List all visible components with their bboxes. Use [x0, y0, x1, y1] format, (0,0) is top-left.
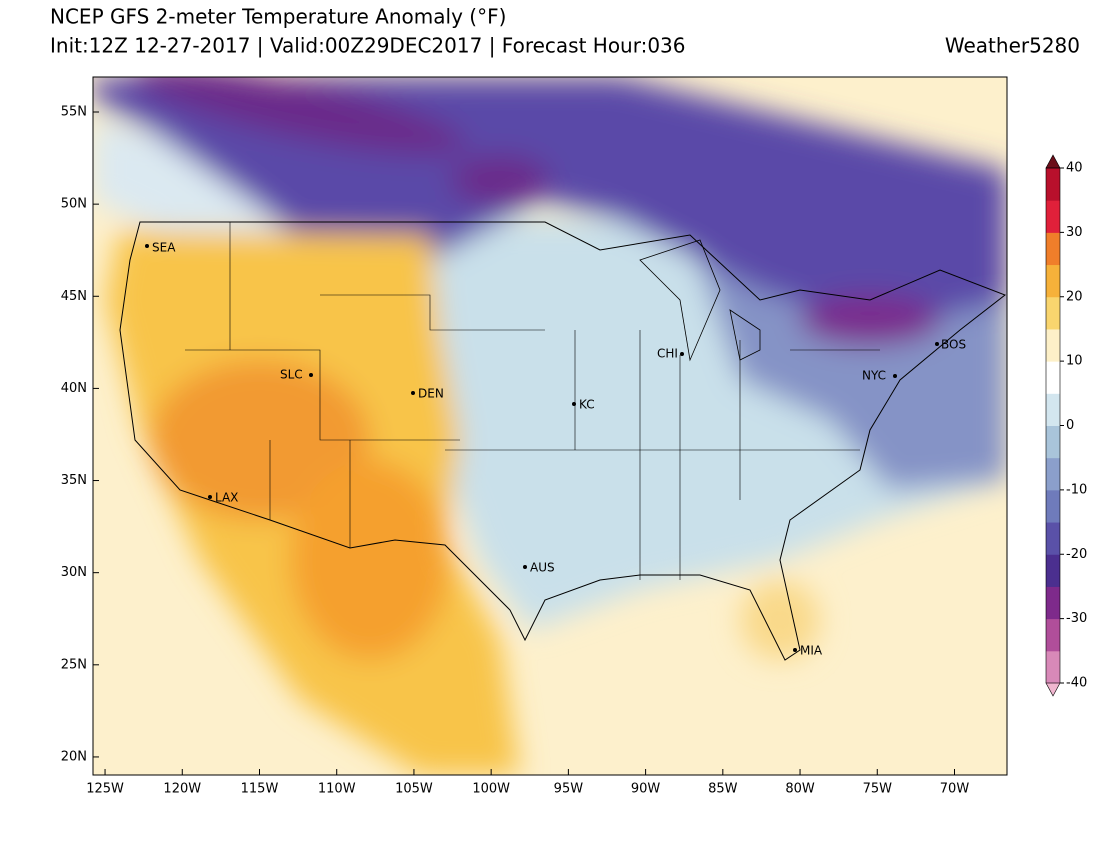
- city-dot: [935, 342, 939, 346]
- colorbar-swatch: [1046, 264, 1060, 298]
- colorbar-swatch: [1046, 361, 1060, 394]
- colorbar-swatch: [1046, 328, 1060, 362]
- x-tick-label: 110W: [318, 782, 356, 797]
- city-label: NYC: [862, 369, 886, 383]
- x-tick-label: 85W: [708, 782, 738, 797]
- colorbar-swatch: [1046, 618, 1060, 652]
- y-tick-label: 25N: [61, 657, 87, 672]
- x-tick-label: 95W: [554, 782, 584, 797]
- colorbar-swatch: [1046, 586, 1060, 620]
- colorbar-high-arrow: [1045, 154, 1061, 169]
- city-dot: [309, 373, 313, 377]
- y-tick-label: 45N: [61, 289, 87, 304]
- y-tick-label: 35N: [61, 473, 87, 488]
- city-label: LAX: [215, 491, 238, 505]
- city-dot: [523, 565, 527, 569]
- colorbar-swatch: [1046, 650, 1060, 684]
- city-dot: [680, 352, 684, 356]
- colorbar-swatch: [1046, 393, 1060, 426]
- colorbar-swatch: [1046, 296, 1060, 330]
- colorbar-tick-label: 30: [1066, 225, 1083, 240]
- colorbar-swatch: [1046, 200, 1060, 233]
- city-dot: [572, 402, 576, 406]
- y-tick-label: 30N: [61, 565, 87, 580]
- cities: SEA SLC DEN KC CHI NYC BOS LAX AUS MIA: [145, 241, 966, 658]
- axes: 125W 120W 115W 110W 105W 100W 95W 90W 85W 80W 75W 7…: [61, 105, 970, 797]
- city-label: KC: [579, 398, 595, 412]
- colorbar-swatch: [1046, 522, 1060, 555]
- title: NCEP GFS 2-meter Temperature Anomaly (°F…: [50, 5, 506, 29]
- x-tick-label: 125W: [86, 782, 124, 797]
- colorbar-swatch: [1046, 554, 1060, 587]
- colorbar-swatch: [1046, 425, 1060, 459]
- y-tick-label: 20N: [61, 749, 87, 764]
- city-label: BOS: [941, 338, 966, 352]
- colorbar-low-arrow: [1045, 682, 1061, 697]
- colorbar-swatch: [1046, 232, 1060, 266]
- x-tick-label: 70W: [940, 782, 970, 797]
- map-frame: [92, 76, 1008, 776]
- x-tick-label: 80W: [785, 782, 815, 797]
- city-dot: [793, 648, 797, 652]
- colorbar-tick-label: -10: [1066, 482, 1087, 497]
- x-tick-label: 90W: [631, 782, 661, 797]
- x-tick-label: 105W: [395, 782, 433, 797]
- x-tick-label: 115W: [241, 782, 279, 797]
- y-tick-label: 40N: [61, 381, 87, 396]
- city-label: CHI: [657, 347, 678, 361]
- city-label: SEA: [152, 241, 176, 255]
- colorbar-tick-label: 0: [1066, 418, 1074, 433]
- city-label: AUS: [530, 561, 555, 575]
- x-tick-label: 75W: [863, 782, 893, 797]
- colorbar-tick-label: -20: [1066, 547, 1087, 562]
- colorbar-tick-label: -40: [1066, 676, 1087, 691]
- colorbar-tick-label: 20: [1066, 289, 1083, 304]
- subtitle: Init:12Z 12-27-2017 | Valid:00Z29DEC2017…: [50, 34, 686, 58]
- city-label: MIA: [800, 644, 823, 658]
- city-dot: [893, 374, 897, 378]
- city-dot: [411, 391, 415, 395]
- city-dot: [145, 244, 149, 248]
- brand: Weather5280: [945, 34, 1080, 58]
- colorbar-tick-label: -30: [1066, 611, 1087, 626]
- colorbar-swatch: [1046, 168, 1060, 201]
- city-label: DEN: [418, 387, 444, 401]
- colorbar-tick-label: 10: [1066, 354, 1083, 369]
- city-label: SLC: [280, 368, 303, 382]
- x-tick-label: 100W: [472, 782, 510, 797]
- y-tick-label: 55N: [61, 105, 87, 120]
- city-dot: [208, 495, 212, 499]
- anomaly-field: [93, 77, 1007, 775]
- y-tick-label: 50N: [61, 197, 87, 212]
- colorbar-swatch: [1046, 457, 1060, 491]
- colorbar-swatch: [1046, 489, 1060, 523]
- x-tick-label: 120W: [163, 782, 201, 797]
- colorbar: -40 -30 -20 -10 0 10 20 30 40: [1045, 154, 1087, 697]
- colorbar-tick-label: 40: [1066, 161, 1083, 176]
